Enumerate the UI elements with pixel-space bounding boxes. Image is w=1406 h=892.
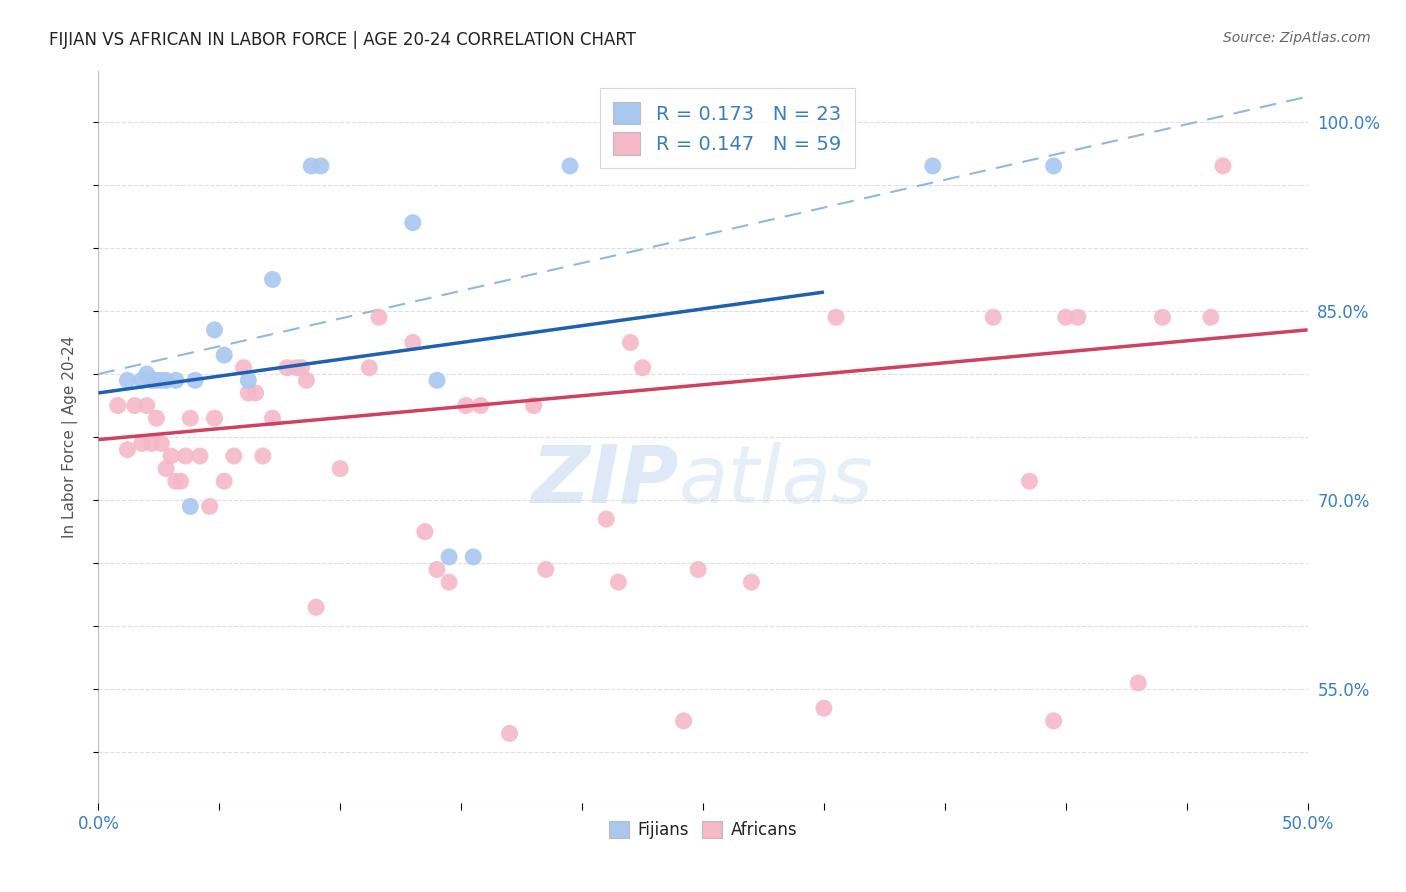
- Point: [285, 360, 308, 375]
- Point: [262, 272, 284, 286]
- Point: [523, 399, 546, 413]
- Point: [631, 360, 654, 375]
- Point: [135, 367, 157, 381]
- Point: [124, 399, 146, 413]
- Point: [165, 474, 187, 488]
- Point: [368, 310, 391, 325]
- Point: [595, 512, 617, 526]
- Point: [981, 310, 1004, 325]
- Point: [402, 216, 425, 230]
- Point: [198, 500, 221, 514]
- Point: [688, 562, 710, 576]
- Point: [359, 360, 381, 375]
- Point: [290, 360, 312, 375]
- Point: [454, 399, 477, 413]
- Point: [921, 159, 943, 173]
- Point: [413, 524, 436, 539]
- Text: ZIP: ZIP: [531, 442, 679, 520]
- Point: [252, 449, 274, 463]
- Point: [470, 399, 492, 413]
- Point: [426, 562, 449, 576]
- Point: [276, 360, 298, 375]
- Point: [145, 373, 167, 387]
- Point: [232, 360, 254, 375]
- Point: [238, 373, 260, 387]
- Point: [1042, 714, 1064, 728]
- Point: [222, 449, 245, 463]
- Point: [1128, 676, 1150, 690]
- Point: [534, 562, 557, 576]
- Point: [141, 436, 163, 450]
- Point: [329, 461, 352, 475]
- Point: [150, 436, 173, 450]
- Point: [155, 461, 177, 475]
- Point: [174, 449, 197, 463]
- Point: [179, 500, 201, 514]
- Point: [188, 449, 211, 463]
- Point: [107, 399, 129, 413]
- Text: atlas: atlas: [679, 442, 873, 520]
- Point: [426, 373, 449, 387]
- Point: [437, 575, 460, 590]
- Point: [179, 411, 201, 425]
- Point: [825, 310, 848, 325]
- Point: [1152, 310, 1174, 325]
- Point: [402, 335, 425, 350]
- Point: [1212, 159, 1234, 173]
- Point: [1067, 310, 1090, 325]
- Point: [1054, 310, 1077, 325]
- Point: [131, 373, 153, 387]
- Point: [813, 701, 835, 715]
- Point: [1018, 474, 1040, 488]
- Point: [437, 549, 460, 564]
- Point: [212, 348, 235, 362]
- Point: [238, 386, 260, 401]
- Point: [558, 159, 581, 173]
- Point: [160, 449, 183, 463]
- Point: [1042, 159, 1064, 173]
- Point: [498, 726, 520, 740]
- Point: [117, 373, 139, 387]
- Point: [607, 575, 630, 590]
- Point: [117, 442, 139, 457]
- Point: [135, 399, 157, 413]
- Point: [245, 386, 267, 401]
- Point: [672, 714, 695, 728]
- Point: [165, 373, 187, 387]
- Y-axis label: In Labor Force | Age 20-24: In Labor Force | Age 20-24: [62, 336, 77, 538]
- Point: [150, 373, 173, 387]
- Point: [619, 335, 641, 350]
- Point: [184, 373, 207, 387]
- Point: [212, 474, 235, 488]
- Text: FIJIAN VS AFRICAN IN LABOR FORCE | AGE 20-24 CORRELATION CHART: FIJIAN VS AFRICAN IN LABOR FORCE | AGE 2…: [49, 31, 636, 49]
- Point: [309, 159, 332, 173]
- Point: [169, 474, 191, 488]
- Point: [295, 373, 318, 387]
- Point: [204, 323, 226, 337]
- Point: [305, 600, 328, 615]
- Point: [1199, 310, 1222, 325]
- Point: [463, 549, 485, 564]
- Point: [155, 373, 177, 387]
- Point: [131, 436, 153, 450]
- Point: [740, 575, 762, 590]
- Point: [145, 411, 167, 425]
- Point: [141, 373, 163, 387]
- Point: [299, 159, 322, 173]
- Point: [262, 411, 284, 425]
- Text: Source: ZipAtlas.com: Source: ZipAtlas.com: [1223, 31, 1371, 45]
- Point: [204, 411, 226, 425]
- Legend: Fijians, Africans: Fijians, Africans: [602, 814, 804, 846]
